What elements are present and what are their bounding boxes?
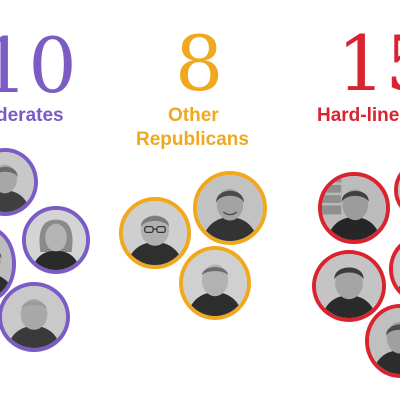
portrait-man-short-hair-icon [179, 246, 251, 320]
hard-liners-label: Hard-line [317, 105, 400, 126]
other-republicans-label-line1: Other [168, 105, 219, 126]
portrait-man-flag-background-icon [318, 172, 390, 244]
portrait-man-glasses-icon [119, 197, 191, 269]
portrait-man-smiling-icon [193, 171, 267, 245]
moderates-label: derates [0, 105, 64, 126]
hard-liners-count: 15 [337, 19, 400, 108]
portrait-man-partial-icon [394, 160, 400, 220]
other-republicans-label-line2: Republicans [136, 129, 249, 150]
portrait-man-gray-hair-icon [0, 148, 38, 216]
other-republicans-count: 8 [175, 19, 224, 108]
portrait-man-dark-hair-icon [312, 250, 386, 322]
portrait-man-partial-icon [389, 236, 400, 302]
portrait-woman-blonde-icon [22, 206, 90, 274]
portrait-man-older-icon [0, 282, 70, 352]
moderates-count: 10 [0, 21, 77, 110]
